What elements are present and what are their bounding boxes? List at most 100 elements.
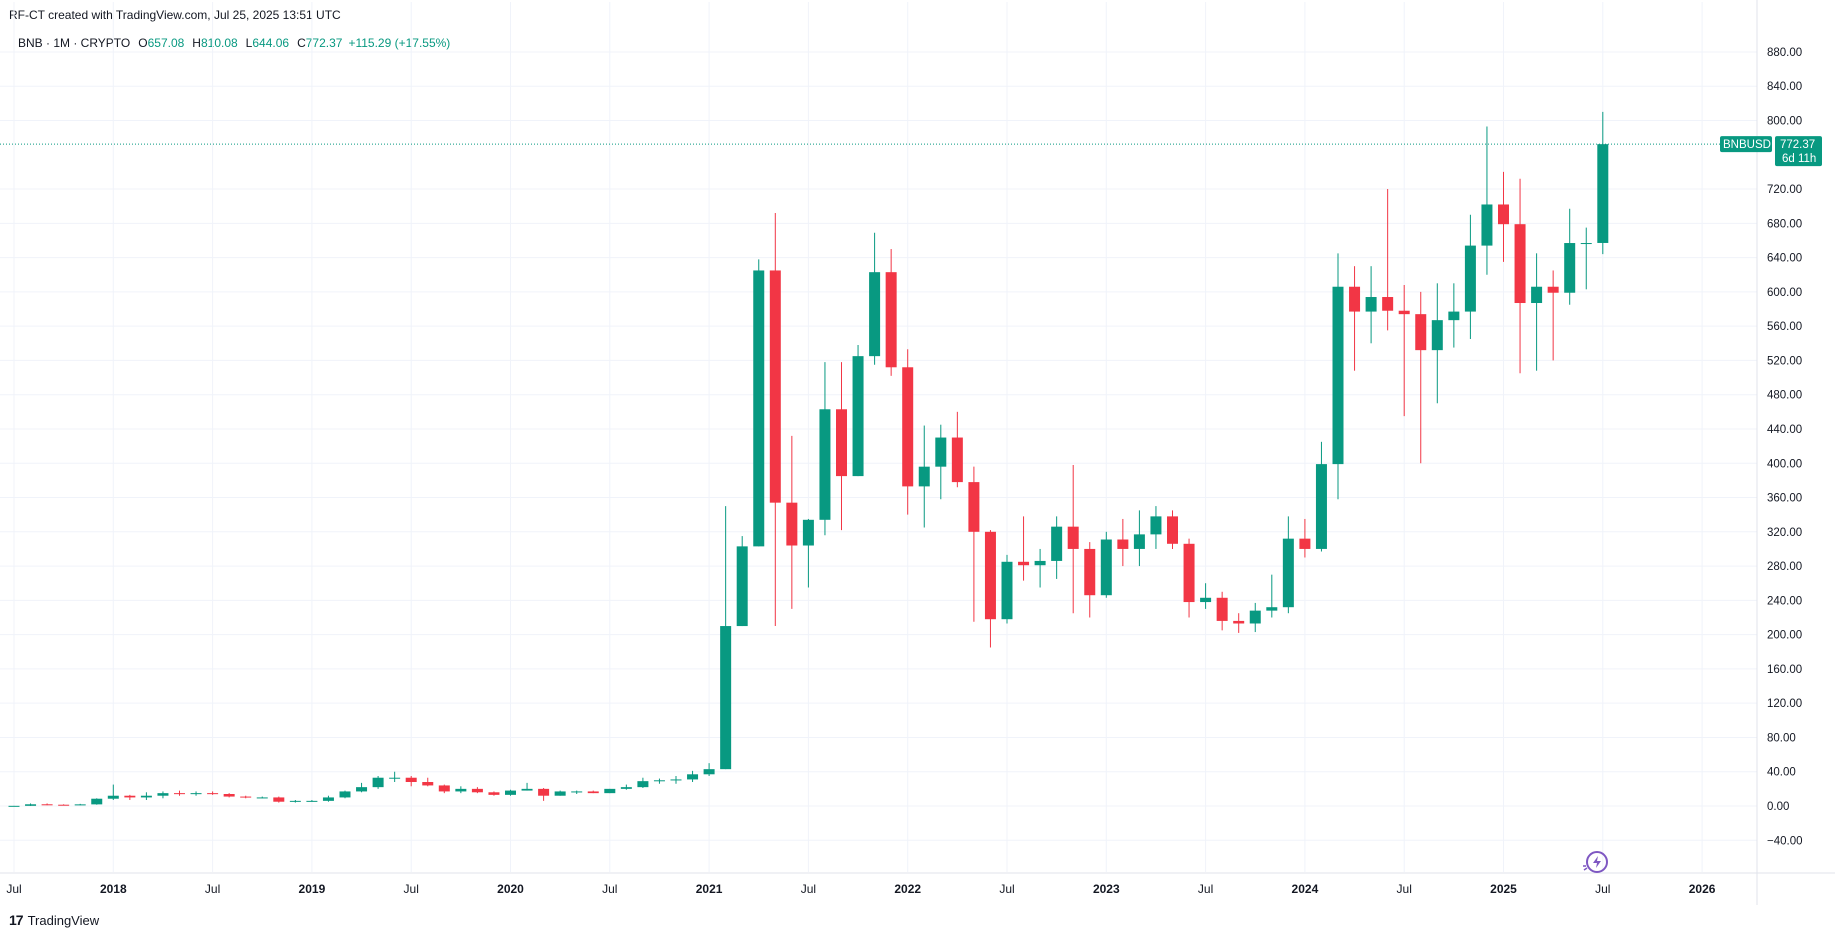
candle[interactable] <box>885 249 897 376</box>
candle[interactable] <box>1233 613 1245 633</box>
candle[interactable] <box>604 788 616 794</box>
candle[interactable] <box>240 795 252 799</box>
candle[interactable] <box>521 782 533 791</box>
candle[interactable] <box>1332 253 1344 500</box>
candle[interactable] <box>769 213 781 627</box>
candle[interactable] <box>207 791 219 795</box>
candle[interactable] <box>1514 178 1526 374</box>
candle[interactable] <box>620 784 632 790</box>
candle[interactable] <box>1100 531 1112 598</box>
candle[interactable] <box>1051 516 1063 579</box>
candle[interactable] <box>422 777 434 787</box>
candle[interactable] <box>8 805 20 807</box>
candle[interactable] <box>802 518 814 588</box>
candle[interactable] <box>289 800 301 803</box>
candle[interactable] <box>389 771 401 783</box>
candle[interactable] <box>670 776 682 784</box>
candle[interactable] <box>322 795 334 802</box>
candle[interactable] <box>753 259 765 547</box>
candle[interactable] <box>1150 506 1162 549</box>
candle[interactable] <box>356 782 368 793</box>
candle[interactable] <box>935 424 947 500</box>
candle[interactable] <box>1200 583 1212 609</box>
candle[interactable] <box>918 425 930 528</box>
candle[interactable] <box>58 804 70 806</box>
candle[interactable] <box>1067 464 1079 614</box>
candle[interactable] <box>372 776 384 789</box>
candle[interactable] <box>273 796 285 803</box>
candle[interactable] <box>1117 518 1129 567</box>
candle[interactable] <box>1365 266 1377 344</box>
candle[interactable] <box>41 803 53 806</box>
candle[interactable] <box>984 530 996 648</box>
candle[interactable] <box>1183 538 1195 618</box>
candle[interactable] <box>1249 602 1261 633</box>
candle[interactable] <box>1597 111 1609 255</box>
candle[interactable] <box>1415 291 1427 464</box>
candle[interactable] <box>571 790 583 795</box>
candle[interactable] <box>1481 126 1493 275</box>
price-axis[interactable]: −40.00 0.00 40.00 80.00 120.00 160.00 200.00 24… <box>1756 0 1803 905</box>
candle[interactable] <box>587 790 599 794</box>
candle[interactable] <box>836 362 847 531</box>
candle[interactable] <box>124 794 136 801</box>
candle[interactable] <box>488 791 500 796</box>
candle[interactable] <box>1315 441 1327 552</box>
candle[interactable] <box>1084 542 1096 618</box>
candle[interactable] <box>1448 283 1460 348</box>
candle[interactable] <box>471 787 483 794</box>
candle[interactable] <box>1299 518 1311 558</box>
legend-symbol[interactable]: BNB · 1M · CRYPTO <box>18 36 131 50</box>
candle[interactable] <box>157 791 169 799</box>
candle[interactable] <box>786 435 798 609</box>
candle[interactable] <box>869 232 881 365</box>
candle[interactable] <box>1564 208 1576 305</box>
candle[interactable] <box>852 345 864 477</box>
candle[interactable] <box>256 796 268 799</box>
candle[interactable] <box>1431 283 1443 404</box>
candle[interactable] <box>554 790 566 796</box>
candle[interactable] <box>1001 554 1013 624</box>
candle[interactable] <box>74 803 86 806</box>
candle[interactable] <box>1266 574 1278 618</box>
candle[interactable] <box>720 506 732 770</box>
candle[interactable] <box>1167 510 1178 549</box>
candle[interactable] <box>1382 189 1394 331</box>
candle[interactable] <box>902 349 914 515</box>
candle[interactable] <box>1531 253 1543 371</box>
candle[interactable] <box>1349 266 1361 371</box>
candle[interactable] <box>25 803 37 806</box>
candle[interactable] <box>1216 591 1228 631</box>
candle[interactable] <box>1498 171 1509 262</box>
candle[interactable] <box>1018 516 1030 581</box>
candle[interactable] <box>968 466 980 622</box>
candle[interactable] <box>637 777 649 789</box>
candle[interactable] <box>140 792 152 801</box>
candle[interactable] <box>819 362 831 536</box>
candle[interactable] <box>405 776 417 787</box>
candle[interactable] <box>1282 516 1294 614</box>
candle[interactable] <box>438 784 450 794</box>
candle[interactable] <box>174 790 185 796</box>
candle[interactable] <box>1580 227 1592 290</box>
candle[interactable] <box>736 536 748 627</box>
candle[interactable] <box>1398 285 1410 417</box>
candle[interactable] <box>306 800 318 802</box>
candle[interactable] <box>107 784 119 801</box>
lightning-icon[interactable] <box>1583 851 1608 873</box>
candle[interactable] <box>455 786 467 794</box>
candle[interactable] <box>653 778 665 784</box>
candle[interactable] <box>951 411 963 488</box>
candle[interactable] <box>1034 548 1046 588</box>
candle[interactable] <box>1133 510 1145 567</box>
candle[interactable] <box>687 770 699 783</box>
candle[interactable] <box>190 791 202 796</box>
time-axis[interactable]: Jul 2018 Jul 2019 Jul 2020 Jul 2021 Jul 2022 Jul 20… <box>0 872 1835 896</box>
candle[interactable] <box>1464 214 1476 340</box>
candle[interactable] <box>703 763 715 777</box>
candle[interactable] <box>223 793 235 798</box>
candle[interactable] <box>1547 270 1559 361</box>
candle[interactable] <box>91 798 103 805</box>
candle[interactable] <box>538 788 550 801</box>
